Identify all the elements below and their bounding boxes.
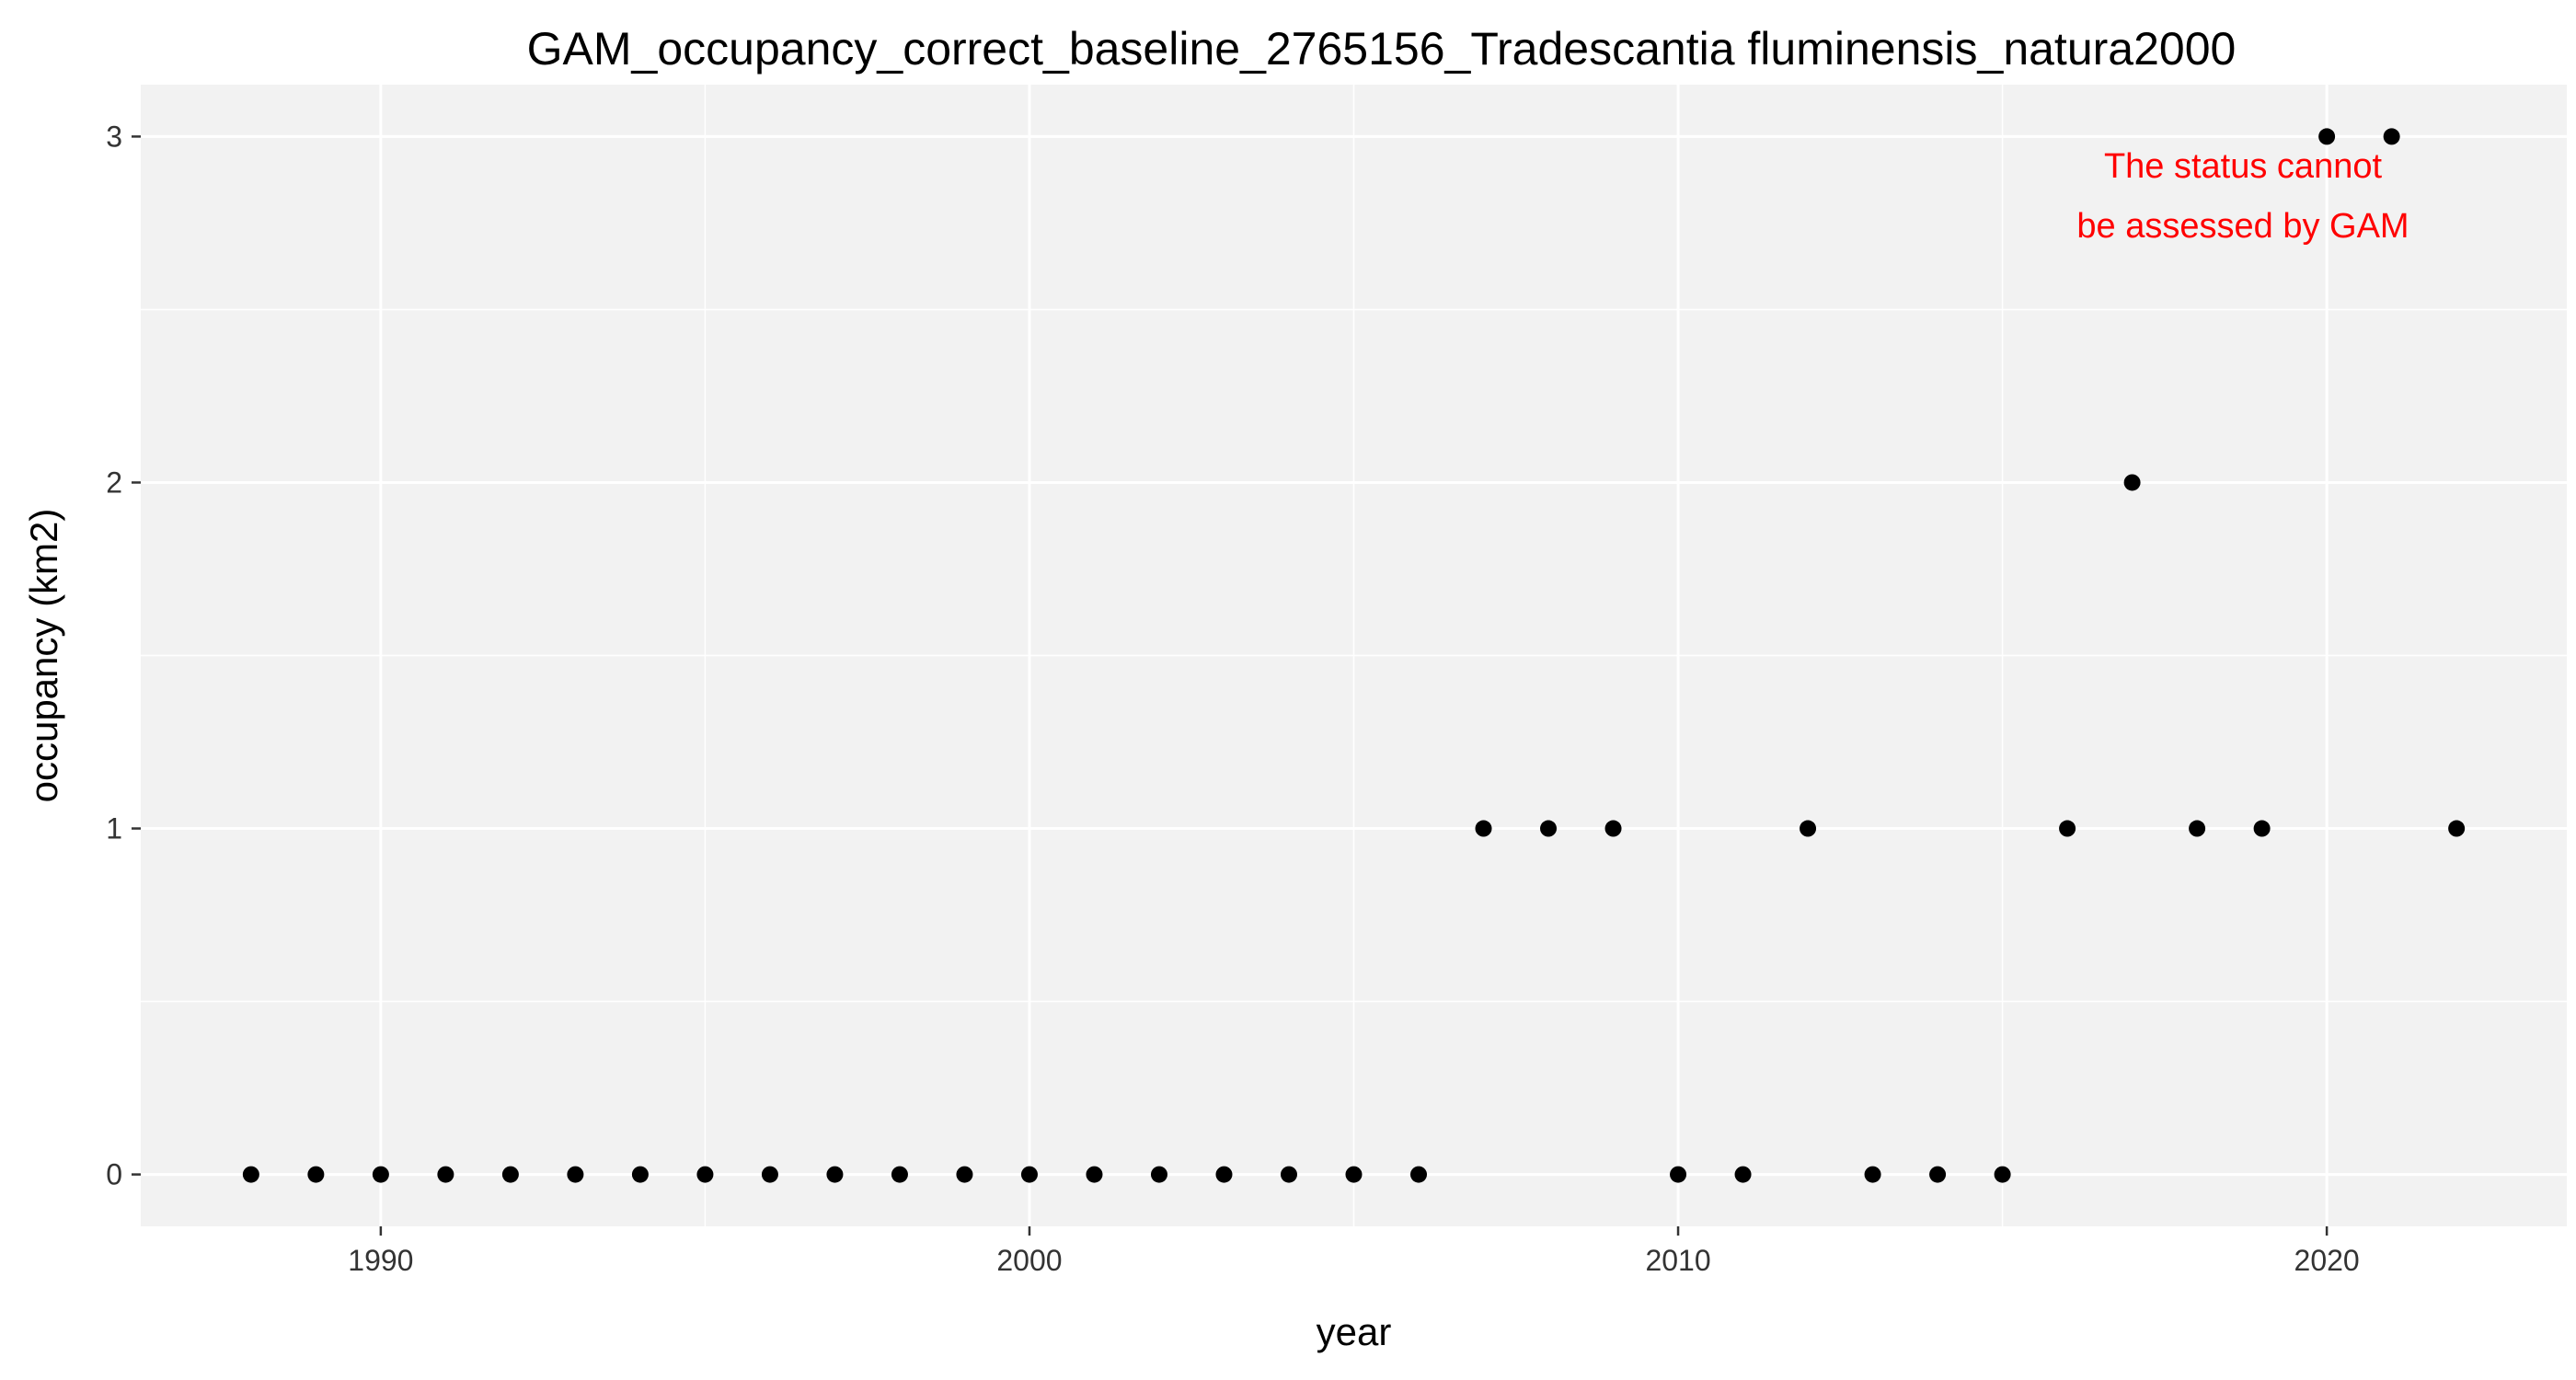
data-point (372, 1166, 389, 1183)
data-point (631, 1166, 649, 1183)
data-point (826, 1166, 844, 1183)
data-point (1864, 1166, 1881, 1183)
data-points (242, 128, 2466, 1183)
data-point (2189, 820, 2206, 837)
data-point (1475, 820, 1492, 837)
data-point (1734, 1166, 1752, 1183)
data-point (1345, 1166, 1363, 1183)
data-point (956, 1166, 973, 1183)
data-point (2059, 820, 2076, 837)
annotation: The status cannot be assessed by GAM (2076, 147, 2409, 246)
x-tick-label: 1990 (348, 1244, 413, 1277)
data-point (1086, 1166, 1103, 1183)
y-tick-label: 2 (106, 466, 122, 499)
x-axis: 1990 2000 2010 2020 (348, 1226, 2360, 1277)
data-point (501, 1166, 519, 1183)
data-point (761, 1166, 778, 1183)
annotation-line-1: The status cannot (2104, 147, 2383, 186)
data-point (1540, 820, 1558, 837)
data-point (307, 1166, 325, 1183)
data-point (1670, 1166, 1687, 1183)
y-tick-label: 3 (106, 120, 122, 153)
data-point (1215, 1166, 1233, 1183)
data-point (1800, 820, 1817, 837)
data-point (2253, 820, 2271, 837)
data-point (1410, 1166, 1428, 1183)
minor-gridlines (141, 85, 2567, 1226)
data-point (437, 1166, 454, 1183)
chart-title: GAM_occupancy_correct_baseline_2765156_T… (527, 23, 2237, 75)
data-point (2318, 128, 2336, 145)
data-point (1994, 1166, 2011, 1183)
y-axis: 0 1 2 3 (106, 120, 141, 1191)
data-point (1604, 820, 1622, 837)
data-point (2448, 820, 2466, 837)
data-point (1929, 1166, 1947, 1183)
data-point (891, 1166, 908, 1183)
data-point (567, 1166, 584, 1183)
x-tick-label: 2010 (1645, 1244, 1710, 1277)
y-tick-label: 0 (106, 1158, 122, 1191)
y-tick-label: 1 (106, 812, 122, 845)
data-point (2383, 128, 2400, 145)
data-point (2123, 474, 2141, 491)
data-point (1150, 1166, 1167, 1183)
data-point (1020, 1166, 1038, 1183)
x-axis-title: year (1317, 1310, 1392, 1353)
x-tick-label: 2000 (996, 1244, 1062, 1277)
data-point (696, 1166, 714, 1183)
y-axis-title: occupancy (km2) (22, 509, 65, 803)
data-point (242, 1166, 259, 1183)
x-tick-label: 2020 (2294, 1244, 2360, 1277)
data-point (1280, 1166, 1297, 1183)
annotation-line-2: be assessed by GAM (2076, 207, 2409, 246)
